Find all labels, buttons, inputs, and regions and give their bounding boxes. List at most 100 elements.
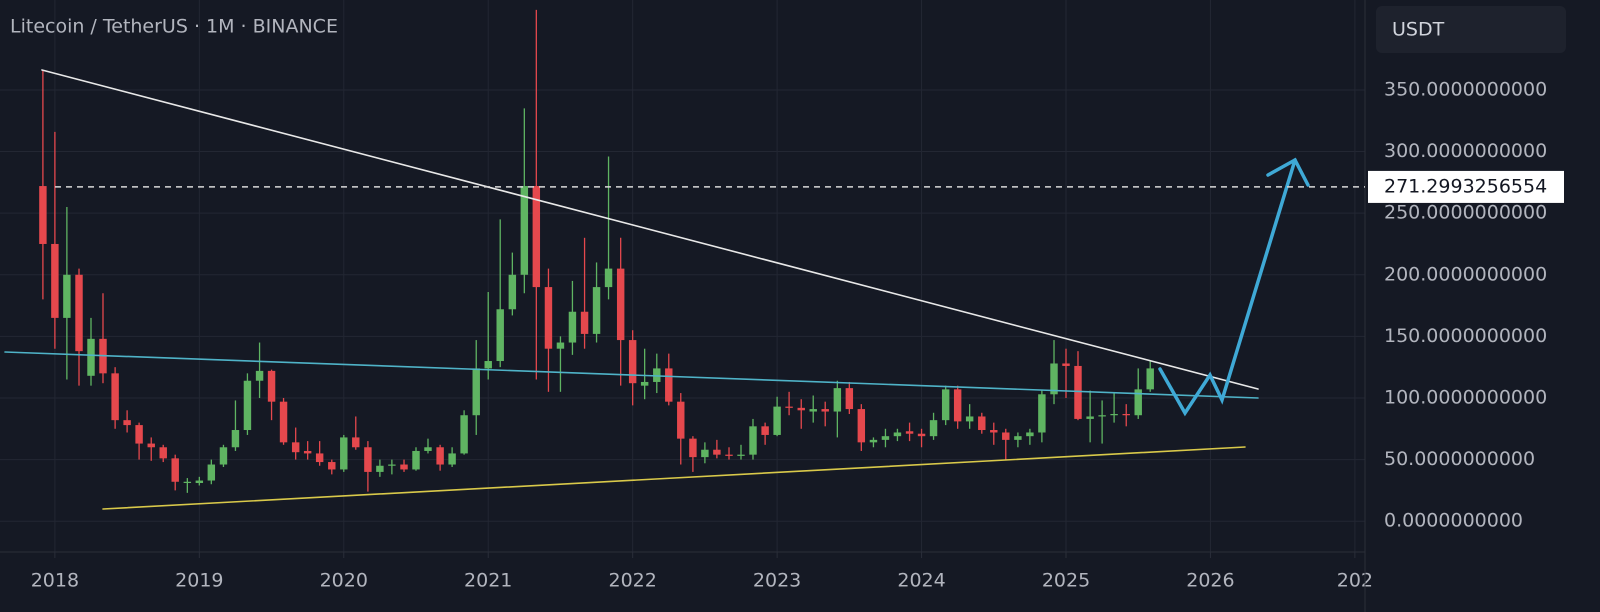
candle-body bbox=[1146, 368, 1154, 390]
candle-body bbox=[893, 432, 902, 437]
candle-body bbox=[1110, 414, 1118, 416]
candle-body bbox=[171, 458, 179, 482]
x-tick-label: 2026 bbox=[1186, 570, 1234, 592]
candle-body bbox=[123, 420, 131, 426]
currency-button[interactable] bbox=[1376, 6, 1566, 53]
y-tick-label: 0.0000000000 bbox=[1384, 510, 1523, 532]
y-tick-label: 50.0000000000 bbox=[1384, 448, 1535, 470]
candle-body bbox=[460, 415, 468, 454]
candle-body bbox=[881, 436, 890, 440]
candle-body bbox=[1074, 365, 1082, 419]
candle-body bbox=[929, 420, 938, 437]
candle-body bbox=[809, 409, 817, 412]
candle-body bbox=[328, 462, 336, 470]
candle-body bbox=[845, 388, 854, 410]
candles bbox=[39, 9, 1154, 493]
candle-body bbox=[725, 454, 733, 456]
candle-body bbox=[677, 401, 685, 439]
candle-body bbox=[303, 450, 312, 454]
candle-body bbox=[520, 186, 529, 275]
y-tick-label: 300.0000000000 bbox=[1384, 140, 1547, 162]
candle-body bbox=[821, 409, 829, 412]
candle-body bbox=[412, 450, 420, 470]
currency-label[interactable]: USDT bbox=[1392, 19, 1445, 41]
candle-body bbox=[917, 433, 926, 437]
candle-body bbox=[352, 437, 360, 448]
candle-body bbox=[1062, 363, 1070, 366]
candle-body bbox=[568, 311, 577, 343]
x-tick-label: 2018 bbox=[31, 570, 79, 592]
candle-body bbox=[75, 274, 83, 352]
candle-body bbox=[905, 431, 914, 434]
candle-body bbox=[556, 342, 565, 349]
x-tick-label: 2025 bbox=[1042, 570, 1090, 592]
y-tick-label: 100.0000000000 bbox=[1384, 386, 1547, 408]
candle-body bbox=[508, 274, 517, 310]
axes: 0.0000000000 50.0000000000 100.0000000000 1… bbox=[0, 0, 1564, 612]
candle-body bbox=[135, 425, 143, 444]
candle-body bbox=[616, 268, 625, 341]
candle-body bbox=[255, 370, 264, 381]
candle-body bbox=[484, 361, 492, 369]
y-tick-label: 200.0000000000 bbox=[1384, 263, 1547, 285]
candle-body bbox=[496, 309, 504, 362]
candle-body bbox=[580, 311, 589, 334]
y-tick-label: 250.0000000000 bbox=[1384, 202, 1547, 224]
candle-body bbox=[388, 464, 396, 466]
trend-line bbox=[4, 351, 1259, 399]
candle-body bbox=[1014, 436, 1022, 440]
candle-body bbox=[1026, 432, 1034, 437]
projection-arrow bbox=[1158, 158, 1297, 417]
candle-body bbox=[797, 407, 805, 411]
grid bbox=[0, 0, 1365, 552]
x-tick-label: 2022 bbox=[608, 570, 656, 592]
candle-body bbox=[749, 426, 757, 455]
candle-body bbox=[532, 186, 541, 288]
candle-body bbox=[279, 401, 288, 443]
candle-body bbox=[51, 243, 59, 318]
candle-body bbox=[965, 416, 974, 422]
candle-body bbox=[737, 454, 745, 456]
candle-body bbox=[833, 388, 842, 412]
candle-body bbox=[1002, 432, 1010, 440]
price-label: 271.2993256554 bbox=[1384, 175, 1547, 197]
candle-body bbox=[665, 368, 673, 402]
x-tick-label: 2023 bbox=[753, 570, 801, 592]
candle-body bbox=[267, 370, 276, 402]
candle-body bbox=[243, 380, 252, 431]
candle-body bbox=[773, 406, 781, 435]
drawings bbox=[4, 69, 1310, 510]
candle-body bbox=[472, 368, 480, 416]
candle-body bbox=[219, 447, 228, 465]
x-tick-label: 2019 bbox=[175, 570, 223, 592]
candle-body bbox=[364, 447, 372, 472]
candle-body bbox=[340, 437, 348, 470]
candle-body bbox=[436, 447, 444, 465]
chart-title: Litecoin / TetherUS · 1M · BINANCE bbox=[10, 16, 338, 38]
candle-body bbox=[195, 480, 204, 483]
candle-body bbox=[424, 447, 432, 451]
candle-body bbox=[628, 340, 637, 384]
y-tick-label: 150.0000000000 bbox=[1384, 325, 1547, 347]
candle-body bbox=[1134, 389, 1142, 416]
candle-body bbox=[63, 274, 71, 318]
candle-body bbox=[785, 406, 793, 408]
candle-body bbox=[761, 426, 769, 435]
candle-body bbox=[1086, 416, 1094, 419]
y-tick-label: 350.0000000000 bbox=[1384, 78, 1547, 100]
candle-body bbox=[544, 287, 553, 349]
candle-body bbox=[315, 453, 324, 463]
candle-body bbox=[978, 416, 986, 431]
candle-body bbox=[689, 438, 697, 458]
candle-body bbox=[857, 409, 866, 443]
arrow-head bbox=[1266, 157, 1310, 187]
candle-body bbox=[159, 447, 167, 459]
x-tick-label: 202 bbox=[1337, 570, 1373, 592]
trend-line bbox=[102, 446, 1246, 510]
candle-body bbox=[604, 268, 613, 288]
candle-body bbox=[183, 481, 192, 483]
trend-line bbox=[41, 69, 1259, 390]
candle-body bbox=[111, 373, 119, 421]
